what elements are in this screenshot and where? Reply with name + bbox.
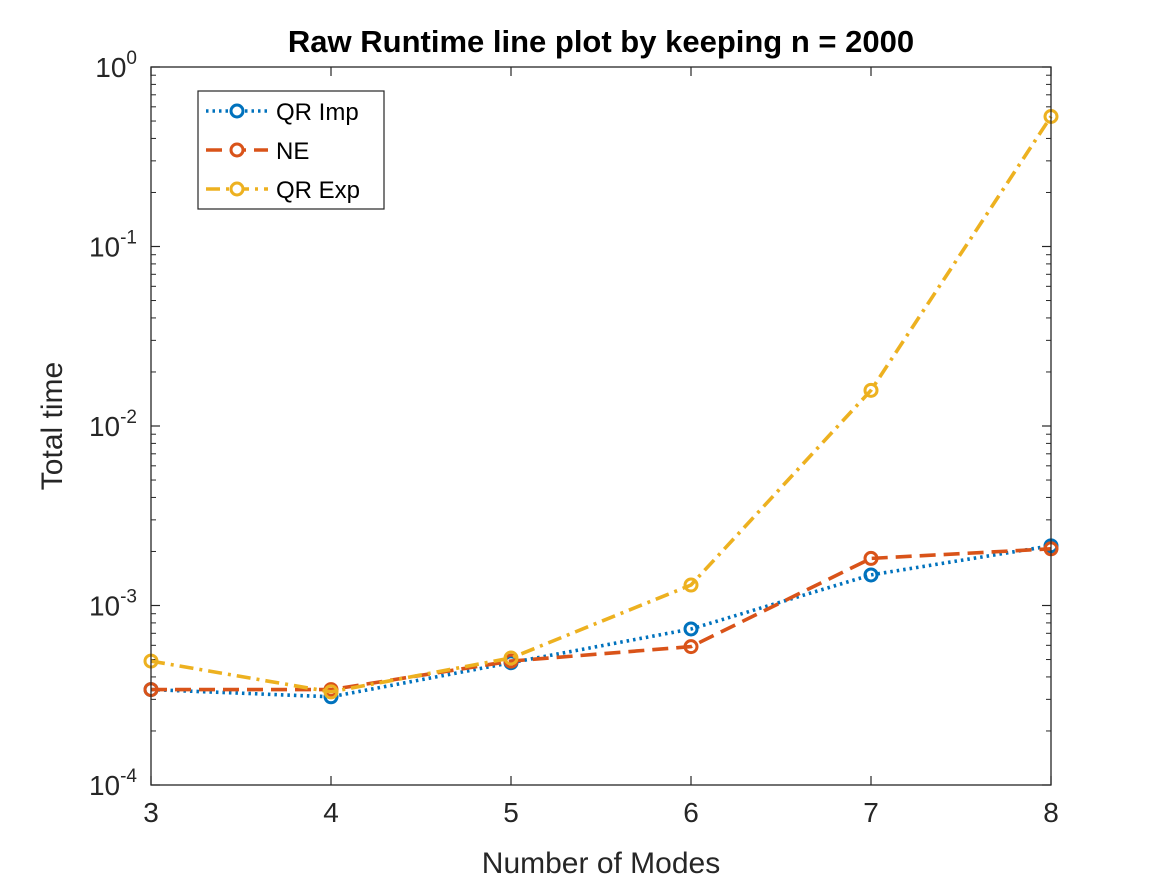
y-tick-label: 10-4 — [89, 766, 137, 801]
x-tick-label: 8 — [1043, 797, 1059, 828]
x-tick-label: 3 — [143, 797, 159, 828]
x-tick-label: 7 — [863, 797, 879, 828]
data-point — [863, 382, 879, 398]
legend-marker — [229, 103, 245, 119]
series-line — [151, 547, 1052, 692]
y-tick-label: 10-3 — [89, 587, 137, 622]
data-point — [683, 621, 699, 637]
x-tick-label: 5 — [503, 797, 519, 828]
y-axis-label: Total time — [36, 362, 69, 490]
x-axis-label: Number of Modes — [482, 847, 720, 880]
data-point — [683, 577, 699, 593]
y-tick-label: 10-1 — [89, 228, 137, 263]
series-line — [150, 115, 1053, 694]
legend-label: NE — [276, 138, 309, 165]
y-tick-label: 10-2 — [89, 407, 137, 442]
legend: QR Imp NE QR Exp — [197, 90, 385, 210]
plot-frame — [150, 66, 1052, 786]
data-point — [503, 650, 519, 666]
x-tick-label: 6 — [683, 797, 699, 828]
x-tick-label: 4 — [323, 797, 339, 828]
legend-label: QR Imp — [276, 99, 359, 126]
y-tick-label: 100 — [95, 48, 137, 83]
x-axis-ticks: 3 4 5 6 7 8 — [143, 67, 1059, 828]
data-point — [683, 639, 699, 655]
data-point — [863, 550, 879, 566]
data-point — [323, 684, 339, 700]
data-point — [863, 567, 879, 583]
legend-label: QR Exp — [276, 177, 360, 204]
chart-title: Raw Runtime line plot by keeping n = 200… — [288, 24, 914, 59]
legend-marker — [229, 181, 245, 197]
legend-marker — [229, 142, 245, 158]
series-line — [150, 544, 1052, 699]
